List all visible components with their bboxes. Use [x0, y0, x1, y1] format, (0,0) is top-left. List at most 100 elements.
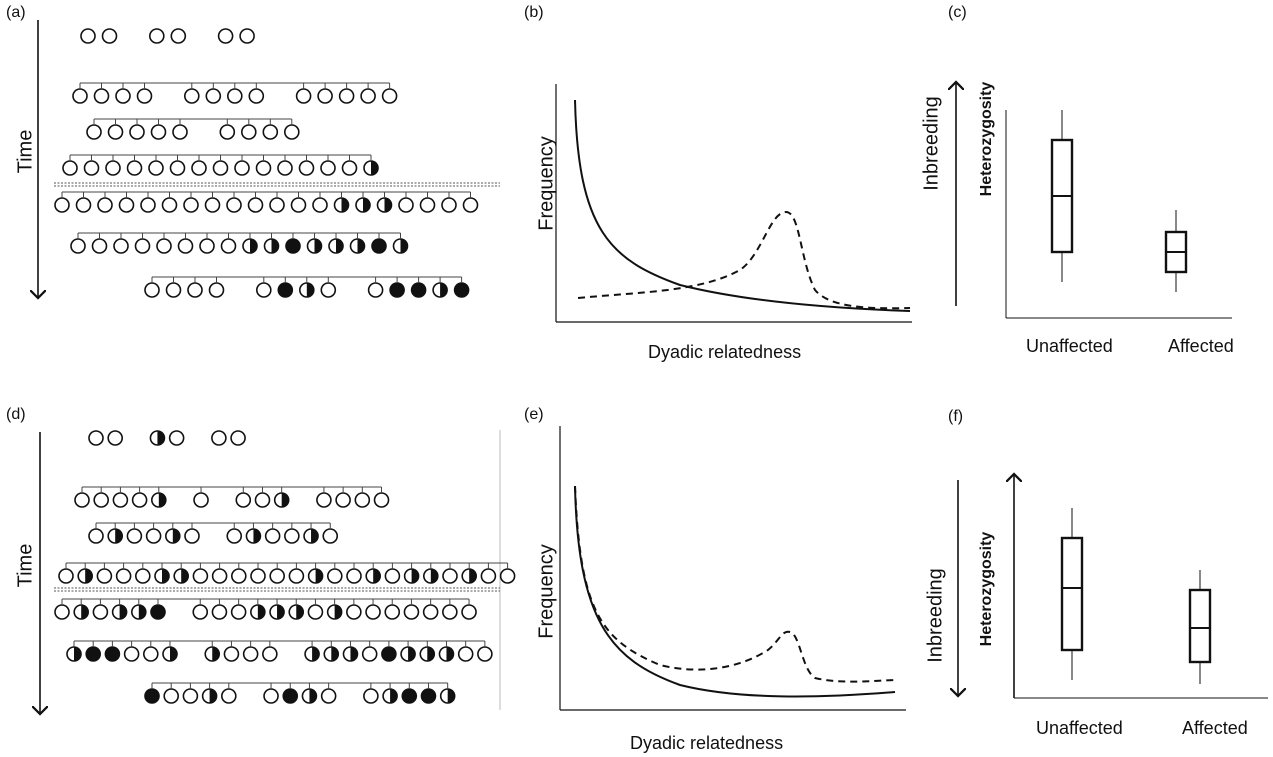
- pedigree-individual-a-5-0: [70, 238, 86, 254]
- pedigree-individual-a-3-13: [341, 160, 358, 176]
- pedigree-d: [54, 430, 516, 710]
- pedigree-carrier-half-a-4-15: [384, 198, 392, 212]
- pedigree-individual-d-5-21: [477, 646, 493, 662]
- pedigree-individual-d-6-7: [282, 688, 299, 704]
- pedigree-carrier-half-d-5-12: [312, 647, 320, 661]
- pedigree-individual-a-4-4: [140, 197, 156, 213]
- pedigree-individual-d-2-7: [226, 528, 243, 544]
- pedigree-individual-a-6-3: [208, 282, 225, 298]
- pedigree-individual-d-2-2: [126, 528, 143, 544]
- pedigree-individual-a-1-5: [184, 88, 200, 104]
- panel-letter-d: (d): [6, 406, 26, 423]
- pedigree-individual-d-4-8: [211, 604, 228, 620]
- pedigree-individual-d-2-9: [264, 528, 281, 544]
- pedigree-individual-a-5-5: [177, 238, 194, 254]
- pedigree-individual-a-0-4: [170, 28, 187, 44]
- pedigree-individual-d-3-23: [499, 568, 516, 584]
- pedigree-individual-a-4-2: [97, 197, 113, 213]
- panel-letter-f: (f): [948, 408, 964, 425]
- pedigree-individual-d-1-8: [235, 492, 252, 508]
- pedigree-individual-a-1-3: [136, 88, 153, 104]
- pedigree-individual-a-5-6: [199, 238, 215, 254]
- plot-e: [559, 426, 906, 711]
- pedigree-individual-a-6-0: [144, 282, 160, 298]
- pedigree-carrier-half-d-2-4: [172, 529, 180, 543]
- pedigree-individual-d-1-12: [316, 492, 332, 508]
- pedigree-individual-d-3-20: [442, 568, 458, 584]
- pedigree-carrier-half-d-1-10: [281, 493, 289, 507]
- pedigree-individual-a-5-2: [113, 238, 129, 254]
- pedigree-individual-d-4-15: [346, 604, 362, 620]
- pedigree-individual-a-4-8: [226, 197, 242, 213]
- pedigree-carrier-half-a-6-13: [440, 283, 448, 297]
- pedigree-individual-d-1-9: [254, 492, 271, 508]
- pedigree-individual-a-6-14: [453, 282, 470, 298]
- pedigree-individual-a-0-0: [80, 28, 96, 44]
- pedigree-individual-a-4-1: [75, 197, 92, 213]
- pedigree-individual-d-1-15: [373, 492, 390, 508]
- pedigree-individual-a-3-6: [191, 160, 207, 176]
- pedigree-individual-a-3-3: [126, 160, 143, 176]
- pedigree-individual-a-3-1: [83, 160, 100, 176]
- pedigree-individual-a-6-5: [255, 282, 272, 298]
- plot-c: [952, 82, 1232, 319]
- pedigree-individual-d-1-1: [93, 492, 109, 508]
- pedigree-individual-a-3-8: [234, 160, 250, 176]
- pedigree-individual-d-4-18: [403, 604, 420, 620]
- pedigree-individual-d-6-2: [182, 688, 199, 704]
- pedigree-individual-d-5-10: [262, 646, 278, 662]
- pedigree-individual-a-0-6: [217, 28, 234, 44]
- pedigree-carrier-half-d-4-11: [277, 605, 285, 619]
- curve-dashed-b: [577, 210, 911, 310]
- category-c-affected: Affected: [1168, 336, 1234, 356]
- pedigree-individual-a-4-7: [204, 197, 221, 213]
- pedigree-individual-a-2-4: [172, 124, 188, 140]
- pedigree-individual-d-4-21: [461, 604, 477, 620]
- pedigree-individual-d-3-10: [250, 568, 266, 584]
- pedigree-individual-a-3-4: [148, 160, 164, 176]
- pedigree-individual-d-3-12: [288, 568, 305, 584]
- pedigree-individual-d-0-1: [107, 430, 123, 446]
- category-c-unaffected: Unaffected: [1026, 336, 1113, 356]
- panel-letter-a: (a): [6, 4, 26, 21]
- pedigree-individual-d-1-13: [335, 492, 351, 508]
- pedigree-individual-a-1-10: [295, 88, 312, 104]
- pedigree-individual-d-0-4: [168, 430, 185, 446]
- pedigree-individual-d-4-7: [192, 604, 209, 620]
- curve-dashed-e: [574, 485, 896, 683]
- pedigree-individual-d-6-11: [363, 688, 379, 704]
- pedigree-individual-a-4-18: [441, 197, 457, 213]
- pedigree-individual-a-2-1: [107, 124, 124, 140]
- pedigree-individual-d-4-16: [365, 604, 381, 620]
- pedigree-individual-d-5-1: [85, 646, 101, 662]
- pedigree-individual-d-2-3: [145, 528, 162, 544]
- pedigree-individual-d-2-12: [322, 528, 339, 544]
- pedigree-individual-d-4-17: [384, 604, 401, 620]
- pedigree-individual-a-1-11: [317, 88, 333, 104]
- pedigree-carrier-half-d-4-4: [138, 605, 146, 619]
- panel-letter-b: (b): [524, 4, 544, 21]
- pedigree-individual-d-1-14: [354, 492, 371, 508]
- pedigree-individual-d-5-8: [223, 646, 240, 662]
- pedigree-carrier-half-d-3-5: [162, 569, 169, 583]
- pedigree-carrier-half-d-6-15: [447, 689, 455, 703]
- box-f-unaffected: [1060, 536, 1084, 652]
- pedigree-carrier-half-a-5-8: [250, 239, 257, 253]
- pedigree-carrier-half-d-3-18: [411, 569, 419, 583]
- pedigree-carrier-half-a-6-7: [306, 283, 314, 297]
- curve-solid-b: [574, 99, 911, 312]
- pedigree-individual-a-5-1: [91, 238, 108, 254]
- pedigree-individual-d-5-9: [242, 646, 259, 662]
- pedigree-individual-d-3-17: [384, 568, 401, 584]
- plot-b: [555, 84, 912, 323]
- pedigree-individual-a-2-9: [283, 124, 300, 140]
- pedigree-carrier-half-d-5-17: [408, 647, 416, 661]
- pedigree-carrier-half-d-2-11: [311, 529, 319, 543]
- pedigree-carrier-half-d-5-7: [212, 647, 220, 661]
- pedigree-carrier-half-d-2-1: [115, 529, 123, 543]
- pedigree-individual-a-5-3: [134, 238, 151, 254]
- pedigree-individual-a-0-3: [149, 28, 165, 44]
- pedigree-carrier-half-d-4-14: [334, 605, 342, 619]
- pedigree-individual-a-4-17: [419, 197, 436, 213]
- pedigree-individual-a-4-12: [312, 197, 328, 213]
